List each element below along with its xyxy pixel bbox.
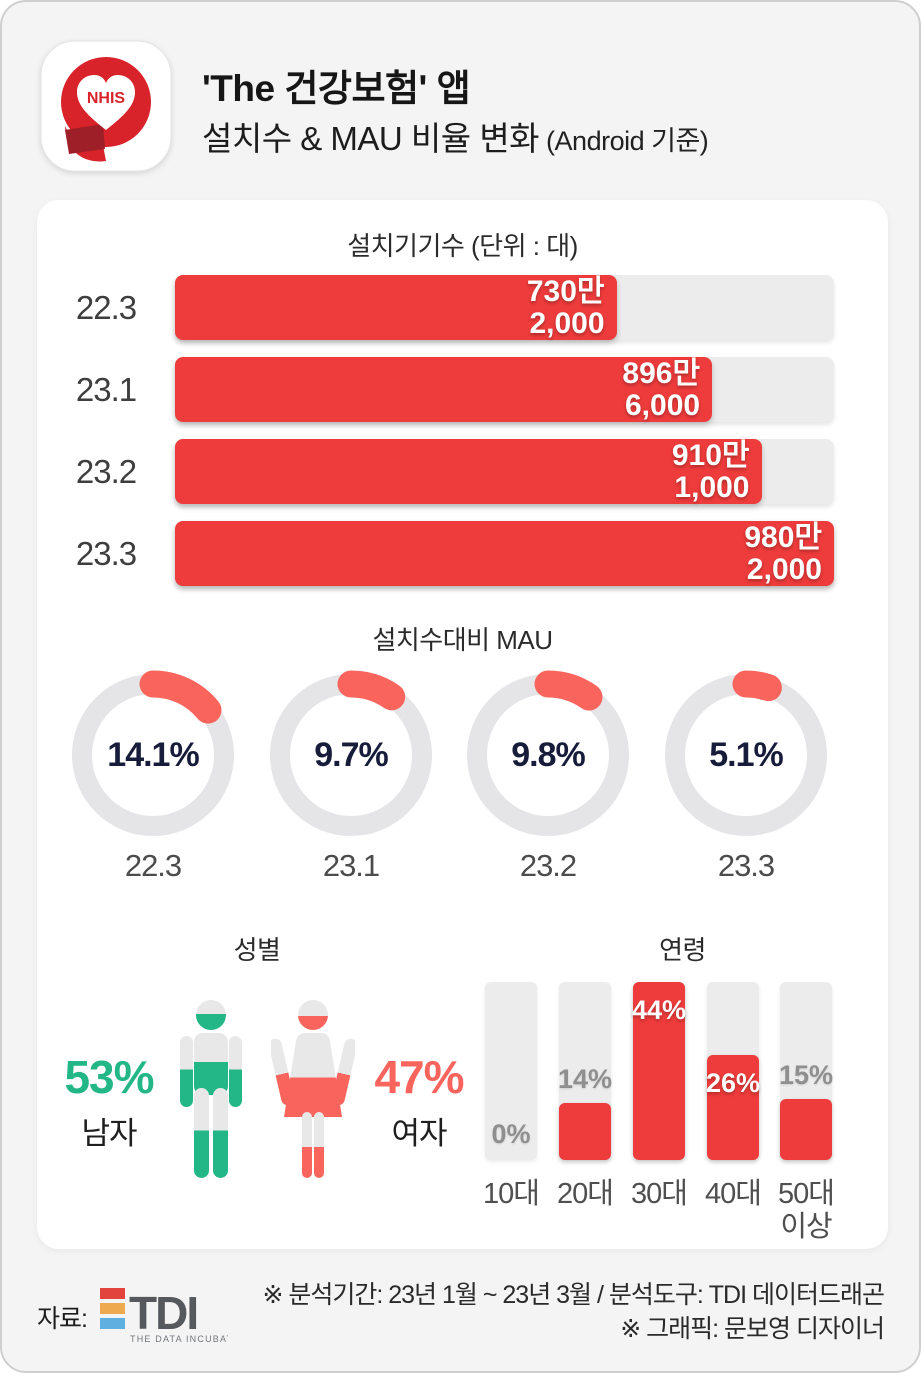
install-bar-track: 896만 6,000: [175, 357, 834, 422]
donut-ring: [68, 670, 238, 840]
age-bar-column: 15% 50대 이상: [778, 982, 835, 1243]
age-bar-value: 44%: [631, 995, 687, 1025]
subtitle-note: (Android 기준): [539, 126, 709, 156]
age-bar-category: 10대: [483, 1178, 540, 1210]
note-line-2: ※ 그래픽: 문보영 디자이너: [620, 1315, 885, 1343]
install-value-line1: 980만: [744, 520, 822, 554]
note-line-1: ※ 분석기간: 23년 1월 ~ 23년 3월 / 분석도구: TDI 데이터드…: [262, 1281, 885, 1309]
age-bar-column: 44% 30대: [631, 982, 688, 1210]
install-bar-value: 910만 1,000: [671, 438, 750, 504]
install-bar-value: 896만 6,000: [622, 356, 701, 422]
male-pictogram: [180, 1000, 242, 1178]
install-value-line1: 910만: [671, 438, 750, 472]
female-pictogram: [271, 1000, 355, 1178]
install-bar-row: 23.2 910만 1,000: [37, 439, 888, 504]
donut-period: 22.3: [124, 848, 182, 883]
age-bar-category: 20대: [557, 1178, 614, 1210]
donut-period: 23.2: [519, 848, 577, 883]
gender-chart-title: 성별: [233, 935, 281, 965]
install-bar-row: 23.1 896만 6,000: [37, 357, 888, 422]
install-bar-period: 23.2: [75, 452, 137, 490]
age-bar-fill: [559, 1103, 611, 1160]
icon-heart: [77, 75, 135, 130]
age-chart-title: 연령: [659, 935, 706, 965]
age-bar-column: 14% 20대: [557, 982, 614, 1210]
content-card: 설치기기수 (단위 : 대) 22.3 730만 2,000 23.1 896만…: [37, 200, 888, 1249]
install-value-line1: 730만: [526, 274, 605, 308]
install-bar-fill: 896만 6,000: [175, 356, 713, 422]
install-bar-row: 22.3 730만 2,000: [37, 275, 888, 340]
male-percent: 53%: [64, 1051, 154, 1103]
install-bar-fill: 910만 1,000: [175, 439, 762, 504]
install-value-line1: 896만: [622, 356, 701, 390]
page-subtitle: 설치수 & MAU 비율 변화 (Android 기준): [202, 112, 709, 160]
analysis-notes: ※ 분석기간: 23년 1월 ~ 23년 3월 / 분석도구: TDI 데이터드…: [262, 1278, 885, 1346]
age-bar-value: 14%: [557, 1064, 613, 1095]
nhis-app-icon: NHIS: [40, 40, 172, 172]
install-bar-track: 730만 2,000: [175, 275, 834, 340]
donut-ring: [463, 670, 633, 840]
donut-period: 23.3: [717, 848, 775, 883]
icon-fold-shape: [65, 124, 105, 154]
subtitle-main: 설치수 & MAU 비율 변화: [202, 120, 540, 157]
age-bar-track: 14%: [558, 982, 612, 1160]
install-bar-period: 23.3: [75, 534, 137, 572]
age-bar-category: 30대: [631, 1178, 688, 1210]
age-bar-track: 15%: [779, 982, 833, 1160]
install-bar-row: 23.3 980만 2,000: [37, 521, 888, 586]
male-stat: 53% 남자: [39, 1050, 179, 1153]
age-bar-column: 0% 10대: [483, 982, 540, 1210]
age-bar-fill: [633, 982, 685, 1160]
age-bar-value: 26%: [705, 1067, 761, 1098]
donut-percent: 14.1%: [107, 735, 199, 774]
source-label: 자료:: [37, 1305, 88, 1333]
mau-donut: 5.1%: [656, 665, 836, 845]
icon-badge-text: NHIS: [87, 90, 126, 107]
female-label: 여자: [391, 1116, 447, 1151]
mau-donut: 9.8%: [458, 665, 638, 845]
age-bar-value: 15%: [778, 1060, 834, 1091]
install-bar-fill: 980만 2,000: [175, 521, 834, 586]
age-bar-track: 26%: [706, 982, 760, 1160]
age-bar-track: 0%: [485, 982, 537, 1160]
install-bar-period: 22.3: [75, 288, 137, 326]
mau-donut: 14.1%: [63, 665, 243, 845]
install-value-line2: 6,000: [625, 388, 701, 422]
mau-chart-title: 설치수대비 MAU: [372, 625, 553, 655]
age-bar-fill: [780, 1099, 832, 1160]
install-bar-track: 980만 2,000: [175, 521, 834, 586]
install-bar-value: 980만 2,000: [744, 520, 822, 586]
install-value-line2: 2,000: [529, 306, 605, 340]
age-bar-fill: [707, 1054, 759, 1160]
age-bar-category: 50대 이상: [778, 1178, 835, 1243]
tdi-logo: TDI THE DATA INCUBATOR: [100, 1287, 228, 1344]
installs-bar-chart: 22.3 730만 2,000 23.1 896만 6,000 23.2: [37, 275, 888, 586]
tdi-logo-tagline: THE DATA INCUBATOR: [130, 1334, 228, 1344]
mau-donut: 9.7%: [261, 665, 441, 845]
donut-ring: [266, 670, 436, 840]
install-value-line2: 1,000: [674, 470, 750, 504]
page-title: 'The 건강보험' 앱: [202, 68, 471, 109]
tdi-logo-text: TDI: [129, 1287, 197, 1339]
install-bar-value: 730만 2,000: [526, 274, 605, 340]
age-bar-category: 40대: [705, 1178, 762, 1210]
female-stat: 47% 여자: [349, 1050, 489, 1153]
female-percent: 47%: [374, 1051, 464, 1103]
age-bar-column: 26% 40대: [705, 982, 762, 1210]
donut-percent: 9.8%: [511, 735, 586, 774]
install-bar-fill: 730만 2,000: [175, 275, 617, 340]
install-value-line2: 2,000: [746, 552, 822, 586]
install-bar-track: 910만 1,000: [175, 439, 834, 504]
age-bar-track: 44%: [632, 982, 686, 1160]
age-bar-value: 0%: [491, 1119, 531, 1149]
install-bar-period: 23.1: [75, 370, 137, 408]
installs-chart-title: 설치기기수 (단위 : 대): [347, 231, 578, 261]
donut-percent: 5.1%: [709, 735, 784, 774]
donut-ring: [661, 670, 831, 840]
donut-percent: 9.7%: [314, 735, 389, 774]
donut-period: 23.1: [322, 848, 380, 883]
male-label: 남자: [81, 1116, 137, 1151]
